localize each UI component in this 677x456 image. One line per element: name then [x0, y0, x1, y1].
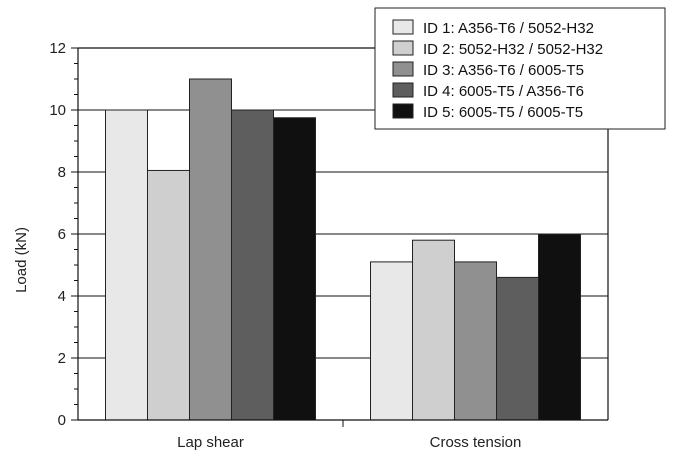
legend-box	[374, 7, 666, 130]
y-tick-label: 0	[58, 412, 66, 429]
legend-label: ID 4: 6005-T5 / A356-T6	[423, 83, 584, 100]
bar-series-3-0	[189, 78, 232, 421]
y-axis-label: Load (kN)	[13, 227, 30, 293]
legend-label: ID 1: A356-T6 / 5052-H32	[423, 20, 594, 37]
y-ticks: 0 2 4 6 8 10 12	[49, 40, 78, 429]
bar-series-4-0	[231, 109, 274, 421]
legend-swatch	[392, 61, 414, 77]
bar-series-4-1	[496, 276, 539, 421]
bars	[105, 78, 581, 421]
bar-series-1-1	[370, 261, 413, 421]
legend-swatch	[392, 40, 414, 56]
bar-series-2-1	[412, 239, 455, 421]
legend-label: ID 5: 6005-T5 / 6005-T5	[423, 104, 583, 121]
y-tick-label: 10	[49, 102, 66, 119]
y-tick-label: 4	[58, 288, 66, 305]
legend-swatch	[392, 82, 414, 98]
bar-series-2-0	[147, 169, 190, 421]
bar-series-1-0	[105, 109, 148, 421]
y-tick-label: 8	[58, 164, 66, 181]
legend: ID 1: A356-T6 / 5052-H32 ID 2: 5052-H32 /…	[374, 7, 666, 130]
y-tick-label: 12	[49, 40, 66, 57]
x-categories: Lap shear Cross tension	[177, 434, 521, 451]
legend-label: ID 3: A356-T6 / 6005-T5	[423, 62, 584, 79]
legend-swatch	[392, 19, 414, 35]
x-category-label: Cross tension	[430, 434, 522, 451]
legend-swatch	[392, 103, 414, 119]
y-tick-label: 2	[58, 350, 66, 367]
bar-series-3-1	[454, 261, 497, 421]
y-tick-label: 6	[58, 226, 66, 243]
bar-series-5-0	[273, 117, 316, 421]
bar-series-5-1	[538, 233, 581, 421]
legend-label: ID 2: 5052-H32 / 5052-H32	[423, 41, 603, 58]
x-category-label: Lap shear	[177, 434, 244, 451]
